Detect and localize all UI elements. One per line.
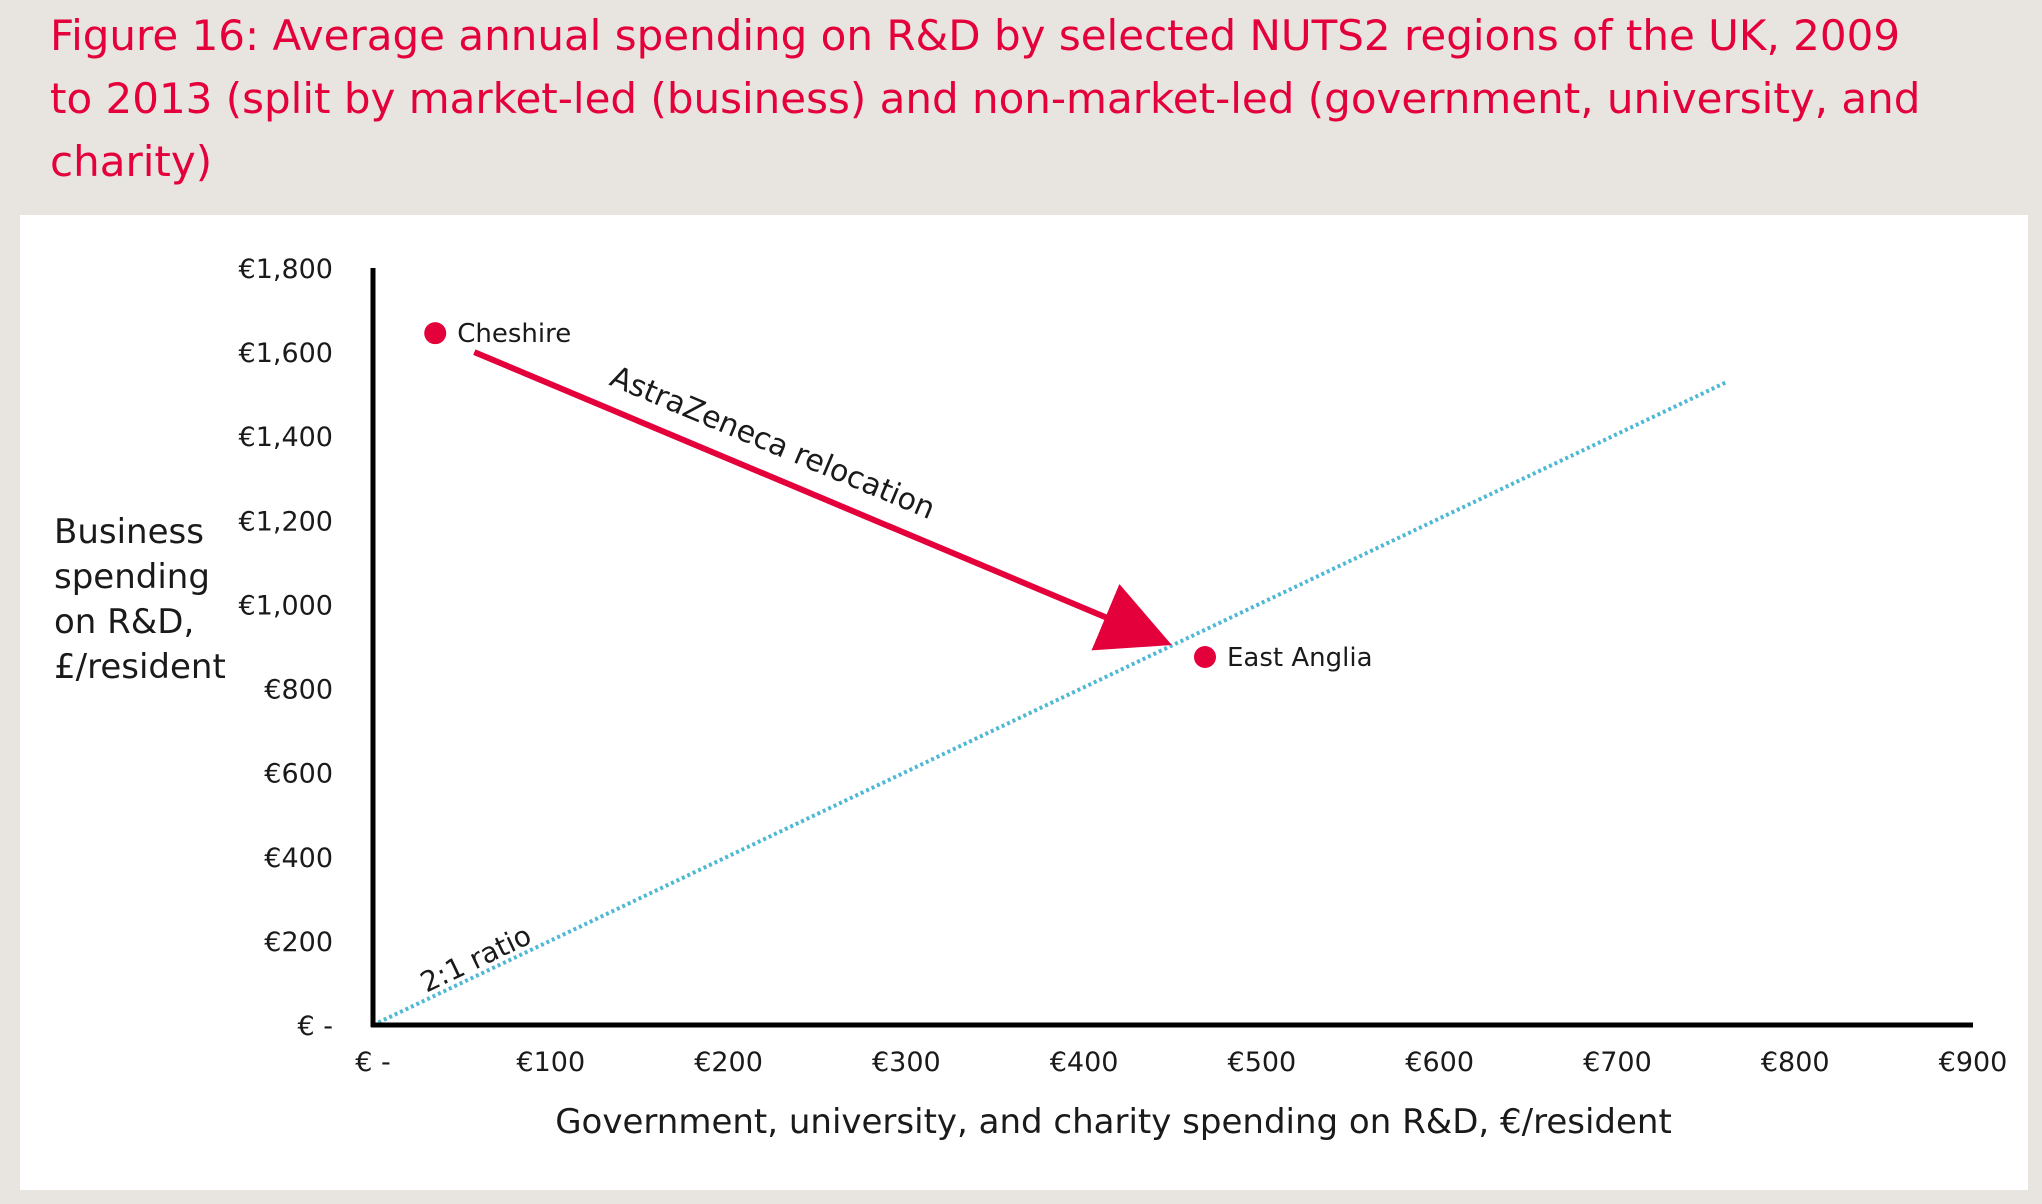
y-tick-label: €200 xyxy=(264,927,333,958)
y-tick-label: € - xyxy=(297,1011,333,1042)
y-tick-label: €1,000 xyxy=(239,590,333,621)
ratio-line-label: 2:1 ratio xyxy=(415,919,536,1000)
y-tick-label: €600 xyxy=(264,759,333,790)
axes-layer xyxy=(370,268,1973,1028)
annotation-layer: AstraZeneca relocation xyxy=(473,349,1172,651)
reference-line-layer: 2:1 ratio xyxy=(372,379,1729,1027)
y-tick-label: €400 xyxy=(264,843,333,874)
x-tick-label: €200 xyxy=(694,1047,763,1078)
x-tick-label: € - xyxy=(355,1047,391,1078)
x-axis-label: Government, university, and charity spen… xyxy=(555,1102,1672,1142)
data-point xyxy=(424,322,447,345)
data-point-label: Cheshire xyxy=(457,319,571,349)
x-tick-label: €900 xyxy=(1939,1047,2008,1078)
y-tick-label: €1,600 xyxy=(239,338,333,369)
relocation-arrow xyxy=(473,349,1172,651)
data-point xyxy=(1194,646,1216,669)
ratio-line xyxy=(372,379,1729,1027)
x-tick-label: €100 xyxy=(516,1047,585,1078)
y-tick-label: €800 xyxy=(264,675,333,706)
y-tick-label: €1,800 xyxy=(239,254,333,285)
x-tick-label: €500 xyxy=(1228,1047,1297,1078)
data-point-label: East Anglia xyxy=(1227,643,1373,673)
figure-title: Figure 16: Average annual spending on R&… xyxy=(50,11,1921,186)
points-layer: Cheshire East Anglia xyxy=(424,319,1373,673)
y-axis-label: Business spending on R&D, £/resident xyxy=(54,512,226,687)
y-tick-label: €1,400 xyxy=(239,422,333,453)
relocation-arrow-label: AstraZeneca relocation xyxy=(605,360,940,527)
x-tick-label: €700 xyxy=(1583,1047,1652,1078)
x-tick-label: €300 xyxy=(872,1047,941,1078)
x-tick-label: €800 xyxy=(1761,1047,1830,1078)
y-tick-label: €1,200 xyxy=(239,506,333,537)
tick-labels-layer: € - €200 €400 €600 €800 €1,000 €1,200 €1,400 €1,… xyxy=(239,254,2008,1078)
x-tick-label: €600 xyxy=(1405,1047,1474,1078)
x-tick-label: €400 xyxy=(1050,1047,1119,1078)
